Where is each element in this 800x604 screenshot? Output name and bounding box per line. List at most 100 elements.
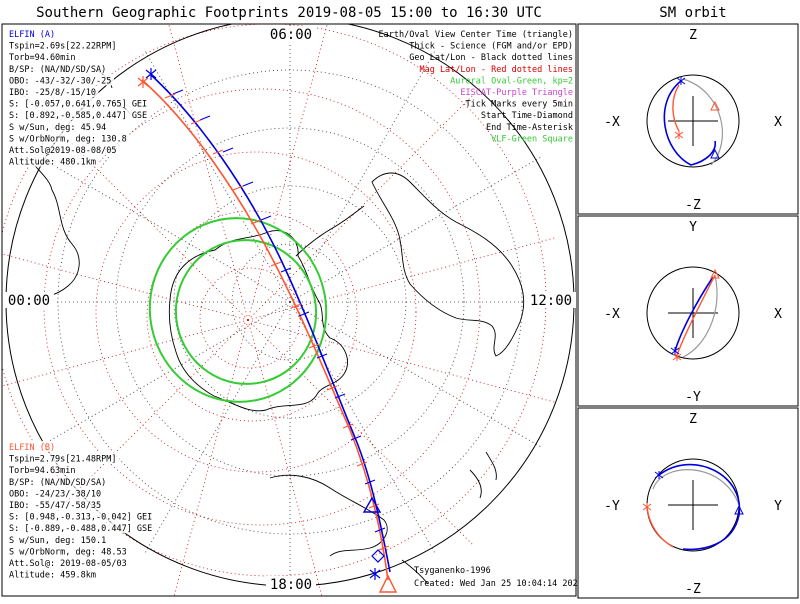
mag-meridian-line [247, 236, 558, 321]
elfin-a-tick [298, 311, 310, 317]
elfin-a-info-bg [8, 120, 109, 132]
sm-orbit-title: SM orbit [659, 5, 726, 21]
elfin-b-tick [368, 503, 380, 509]
hour-label-right-bg [526, 292, 576, 308]
elfin-a-tick [280, 267, 292, 273]
elfin-b-info-bg [8, 475, 109, 487]
sm-label-bottom: -Z [685, 582, 701, 597]
elfin-a-info-bg [8, 28, 57, 39]
elfin-b-tick-marks [164, 93, 390, 551]
sm-panel: Z -Z -Y Y [577, 407, 799, 599]
elfin-a-info-bg [8, 39, 120, 51]
sm-label-left: -X [604, 307, 620, 322]
elfin-b-info-bg [8, 533, 109, 545]
elfin-a-end-diamond [371, 549, 385, 563]
legend-entry: Mag Lat/Lon - Red dotted lines [419, 65, 573, 75]
elfin-a-info-line: S: [0.892,-0.585,0.447] GSE [9, 111, 147, 121]
elfin-a-info-bg [8, 62, 109, 74]
auroral-oval-inner [174, 239, 318, 385]
mag-meridian-line [2, 253, 249, 321]
geo-meridian-line [289, 156, 542, 303]
elfin-b-info-bg [8, 464, 78, 476]
elfin-b-info-line: B/SP: (NA/ND/SD/SA) [9, 478, 106, 488]
sm-elfin-a-triangle [710, 148, 720, 159]
hour-label-right: 12:00 [530, 293, 572, 309]
mag-lat-circle [146, 210, 358, 422]
elfin-b-tick [232, 185, 244, 191]
elfin-a-tick [260, 215, 272, 221]
elfin-b-info-line: S: [0.948,-0.313,-0.042] GEI [9, 513, 152, 523]
geo-meridian-line [289, 301, 542, 448]
elfin-b-tick [270, 261, 282, 267]
legend-entry: Auroral Oval-Green, kp=2 [450, 76, 573, 86]
elfin-a-end-asterisk [369, 568, 381, 580]
hour-label-top-bg [266, 26, 316, 42]
elfin-b-tick [164, 93, 176, 99]
sm-orbit-track-elfin-b [672, 84, 680, 132]
elfin-b-tick [190, 119, 202, 125]
elfin-a-info-line: Altitude: 480.1km [9, 158, 96, 168]
elfin-b-info-line: S w/Sun, deg: 150.1 [9, 536, 106, 546]
elfin-b-info-line: IBO: -55/47/-58/35 [9, 501, 101, 511]
earth-circle [646, 74, 740, 168]
elfin-b-tick [250, 219, 262, 225]
elfin-a-info-line: S: [-0.057,0.641,0.765] GEI [9, 100, 147, 110]
elfin-b-center-triangle [378, 574, 398, 593]
elfin-a-tick [374, 527, 386, 533]
earth-circle [646, 266, 740, 360]
sm-label-bottom: -Z [685, 198, 701, 213]
elfin-a-tick [242, 181, 254, 187]
antarctica-coastline [168, 230, 348, 412]
sm-panel-frame [577, 23, 799, 215]
legend-entry: VLF-Green Square [491, 134, 573, 144]
geo-lat-circle [231, 243, 349, 361]
elfin-a-tick [316, 353, 328, 359]
sm-label-left: -X [604, 115, 620, 130]
elfin-a-info: ELFIN (A) Tspin=2.69s[22.22RPM]Torb=94.60… [8, 28, 151, 168]
sm-orbit-track-elfin-a [674, 276, 714, 352]
legend-entry: Thick - Science (FGM and/or EPD) [409, 42, 573, 52]
mag-meridian-line [21, 93, 249, 321]
elfin-b-info-bg [8, 487, 104, 499]
geo-meridian-line [144, 50, 291, 303]
hour-label-left: 00:00 [8, 293, 50, 309]
elfin-b-info: ELFIN (B) Tspin=2.79s[21.48RPM]Torb=94.63… [8, 441, 156, 581]
geo-meridian-line [38, 156, 291, 303]
elfin-b-info-line: Altitude: 459.8km [9, 571, 96, 581]
elfin-b-tick [342, 423, 354, 429]
elfin-a-info-bg [8, 155, 99, 167]
elfin-a-info-line: S w/Sun, deg: 45.94 [9, 123, 106, 133]
auroral-ovals [148, 217, 328, 403]
sm-elfin-b-triangle [710, 100, 720, 111]
geo-meridian-line [144, 301, 291, 554]
mag-meridian-line [247, 319, 323, 596]
elfin-b-tick [290, 303, 302, 309]
elfin-b-tick [326, 385, 338, 391]
elfin-a-info-line: Att.Sol@2019-08-08/05 [9, 146, 116, 156]
elfin-a-info-bg [8, 144, 120, 155]
auroral-oval-outer [148, 217, 328, 403]
sm-orbit-track-elfin-a [658, 463, 741, 551]
sm-orbit-panels: Z -Z -X X Y -Y -X X Z -Z -Y Y [577, 23, 799, 599]
elfin-a-tick [350, 435, 362, 441]
mag-lat-circle [95, 151, 417, 473]
elfin-b-info-bg [8, 499, 104, 510]
elfin-a-info-line: Torb=94.60min [9, 53, 76, 63]
sm-label-left: -Y [604, 499, 620, 514]
elfin-a-info-line: B/SP: (NA/ND/SD/SA) [9, 65, 106, 75]
hour-label-bottom-bg [266, 576, 316, 592]
elfin-b-info-bg [8, 545, 130, 557]
hour-label-bottom: 18:00 [270, 577, 312, 593]
australia-coastline [269, 474, 429, 585]
sm-orbit-track-elfin-b [676, 274, 716, 356]
elfin-a-tick-marks [172, 89, 386, 533]
sm-elfin-a-triangle [734, 504, 744, 515]
elfin-a-info-bg [8, 109, 151, 121]
geo-meridian-line [289, 301, 436, 554]
elfin-b-info-line: ELFIN (B) [9, 443, 55, 453]
elfin-b-footprint-track [141, 79, 389, 581]
sm-label-right: X [774, 115, 782, 130]
elfin-a-tick [334, 393, 346, 399]
plot-title: Southern Geographic Footprints 2019-08-0… [36, 5, 542, 21]
sm-orbit-track-reference [682, 78, 724, 166]
